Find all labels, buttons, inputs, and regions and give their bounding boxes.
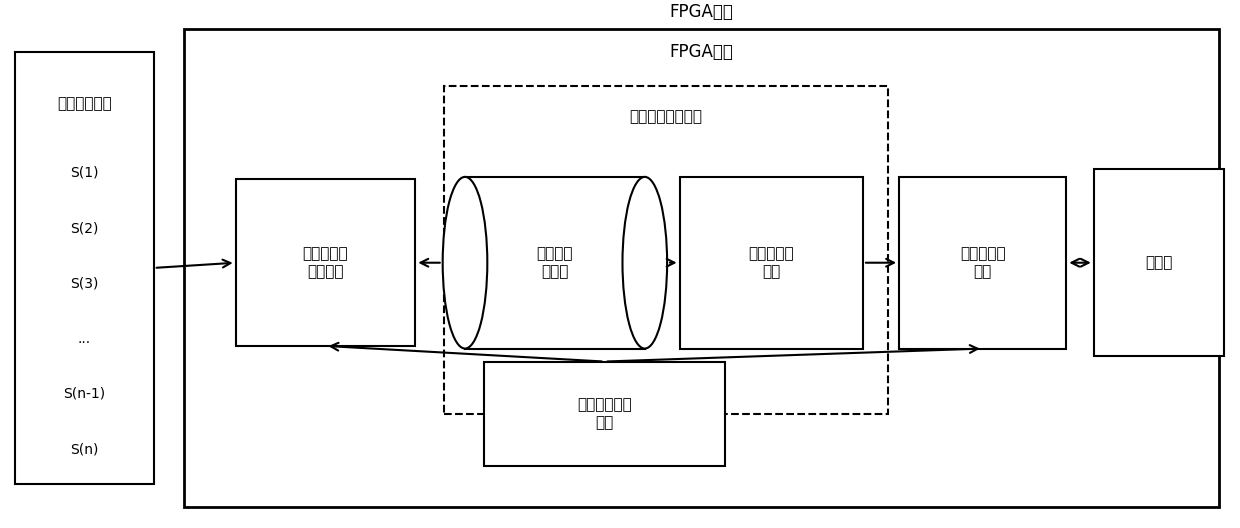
Bar [184, 29, 1219, 507]
Text: 多路光子信号: 多路光子信号 [57, 96, 112, 111]
Text: FPGA芯片: FPGA芯片 [670, 43, 733, 61]
Bar [15, 52, 154, 484]
Text: 多路乘法累
加器: 多路乘法累 加器 [749, 247, 794, 279]
Text: S(2): S(2) [71, 221, 98, 235]
Text: ...: ... [78, 332, 91, 346]
Text: 计算机: 计算机 [1145, 255, 1173, 270]
Ellipse shape [622, 177, 667, 348]
Bar [484, 362, 725, 466]
Bar [1094, 169, 1224, 356]
Text: FPGA芯片: FPGA芯片 [670, 3, 733, 21]
Bar [444, 86, 888, 413]
Bar [899, 177, 1066, 348]
Bar [680, 177, 863, 348]
Text: S(3): S(3) [71, 277, 98, 290]
Bar [465, 177, 645, 348]
Ellipse shape [443, 177, 487, 348]
Text: 系统同步运行
模块: 系统同步运行 模块 [577, 398, 632, 430]
Text: S(n): S(n) [71, 442, 98, 456]
Text: 计算机接口
模块: 计算机接口 模块 [960, 247, 1006, 279]
Text: S(1): S(1) [71, 166, 98, 180]
Text: 多路相关运算模块: 多路相关运算模块 [630, 110, 702, 125]
Text: 多路光子计
数器模块: 多路光子计 数器模块 [303, 247, 348, 279]
Text: S(n-1): S(n-1) [63, 387, 105, 401]
Bar [236, 180, 415, 346]
Text: 多路移位
寄存器: 多路移位 寄存器 [537, 247, 573, 279]
